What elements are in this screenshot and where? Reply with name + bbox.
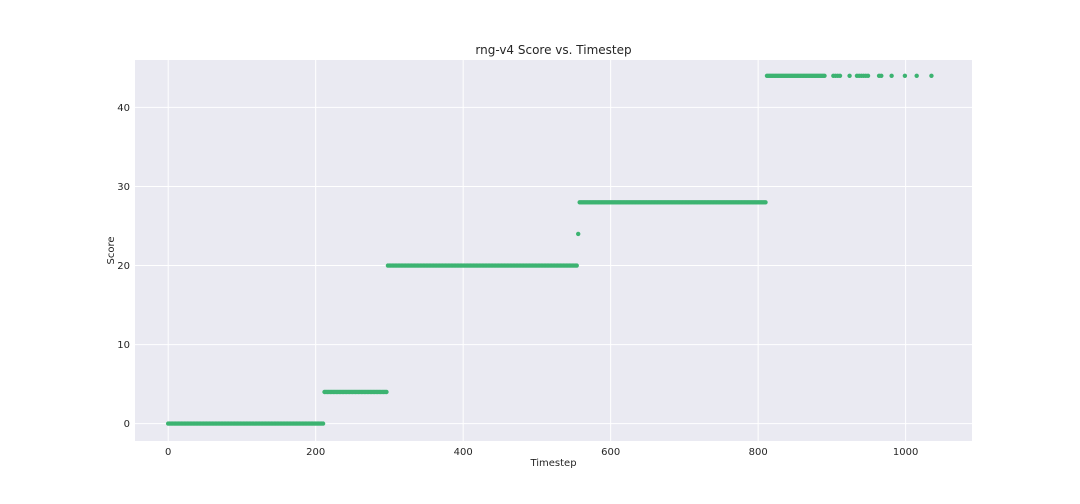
data-points	[165, 73, 934, 426]
x-tick-label: 0	[165, 447, 171, 458]
y-tick-label: 30	[117, 182, 130, 193]
y-tick-label: 10	[117, 340, 130, 351]
data-point	[914, 73, 919, 79]
y-axis-ticks: 0 10 20 30 40	[117, 103, 130, 430]
data-point	[847, 73, 852, 79]
data-point	[929, 73, 934, 79]
plot-background	[135, 60, 972, 441]
data-point	[822, 73, 827, 79]
y-axis-label: Score	[106, 236, 117, 264]
y-tick-label: 20	[117, 261, 130, 272]
x-tick-label: 400	[454, 447, 473, 458]
chart-title: rng-v4 Score vs. Timestep	[475, 43, 631, 57]
x-axis-ticks: 0 200 400 600 800 1000	[165, 447, 918, 458]
data-point	[879, 73, 884, 79]
data-point	[902, 73, 908, 79]
data-point	[837, 73, 843, 79]
x-tick-label: 200	[306, 447, 325, 458]
data-point	[889, 73, 894, 79]
y-tick-label: 0	[124, 419, 130, 430]
x-axis-label: Timestep	[529, 458, 576, 469]
x-tick-label: 600	[601, 447, 620, 458]
y-tick-label: 40	[117, 103, 130, 114]
x-tick-label: 1000	[893, 447, 918, 458]
data-point	[384, 389, 389, 395]
data-point	[865, 73, 871, 79]
data-point	[763, 200, 768, 205]
data-point	[576, 231, 581, 237]
x-tick-label: 800	[749, 447, 768, 458]
data-point	[574, 263, 579, 268]
data-point	[320, 421, 326, 426]
